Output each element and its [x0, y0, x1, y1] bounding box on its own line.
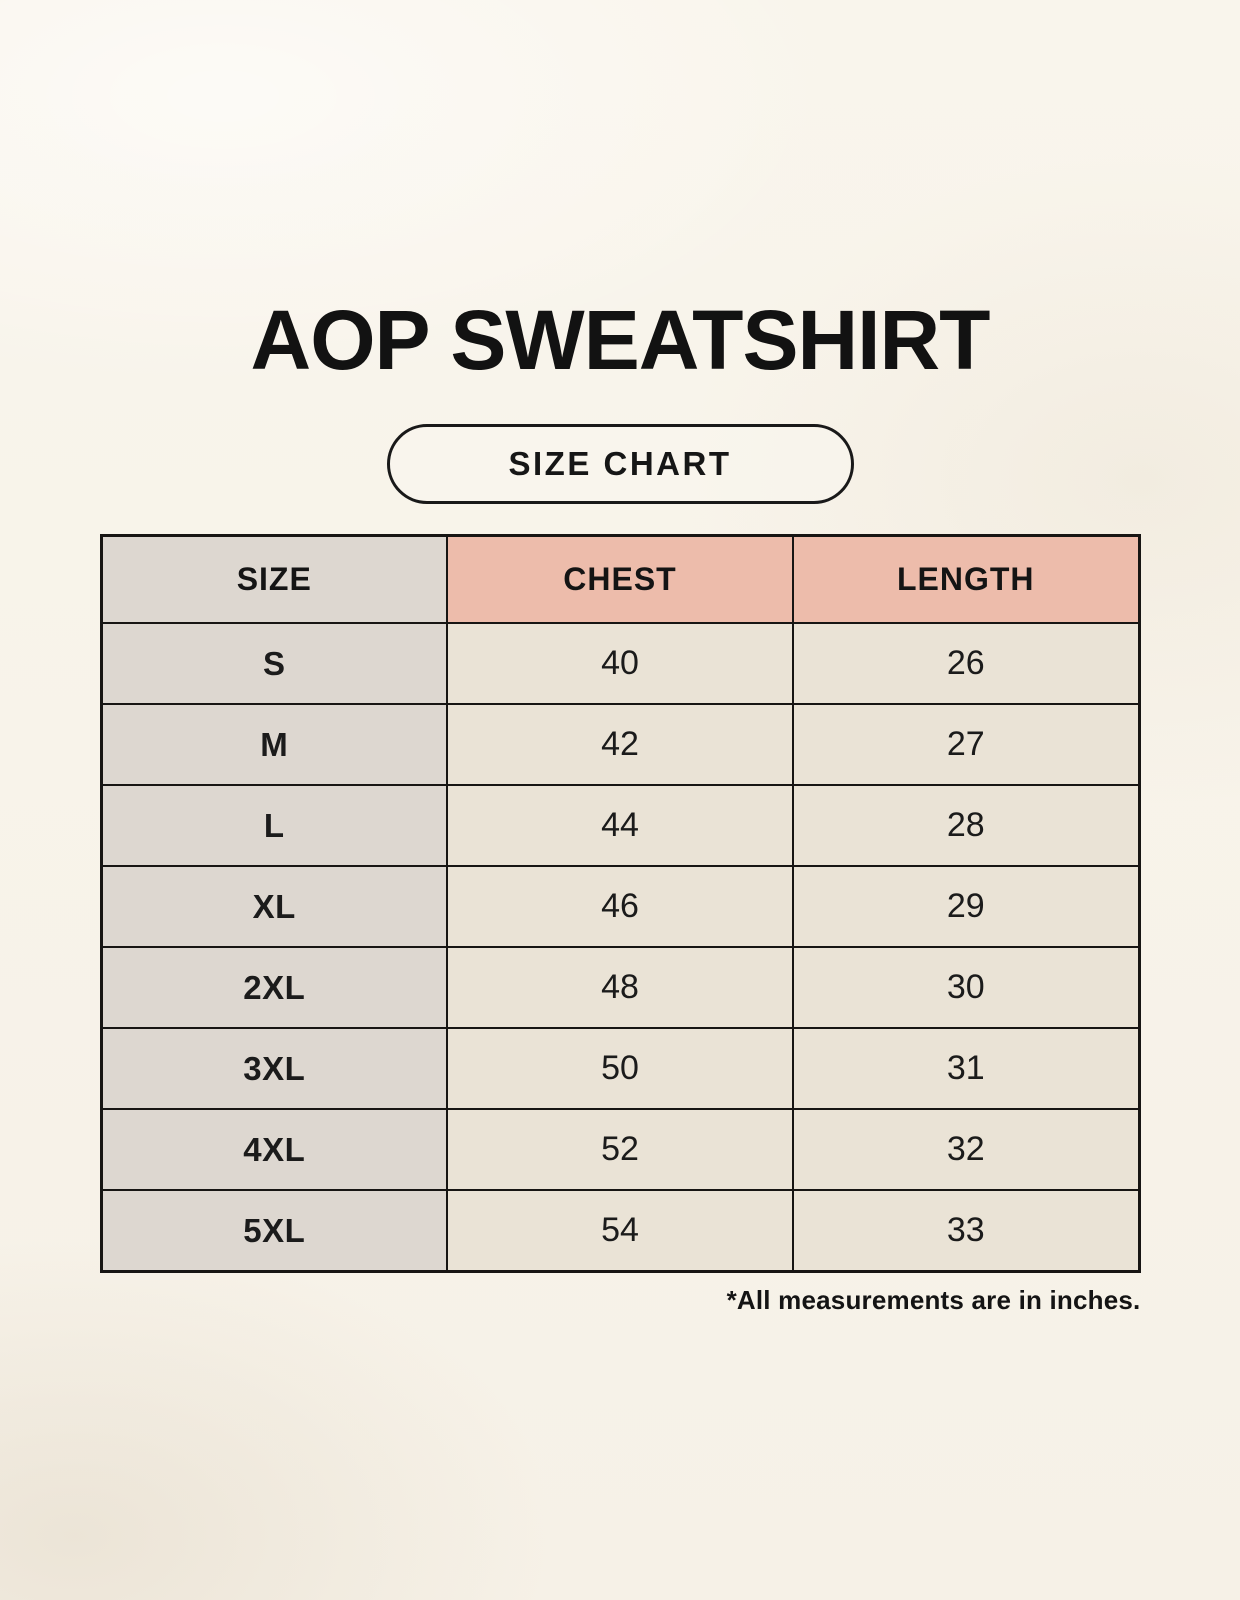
table-row: 2XL 48 30 — [100, 946, 1140, 1029]
page-title: AOP SWEATSHIRT — [250, 293, 991, 387]
column-header-chest: CHEST — [446, 534, 794, 624]
table-row: 5XL 54 33 — [100, 1189, 1140, 1273]
table-row: M 42 27 — [100, 703, 1140, 786]
size-cell: XL — [100, 865, 448, 948]
size-cell: 3XL — [100, 1027, 448, 1110]
size-chart-badge[interactable]: SIZE CHART — [386, 424, 854, 504]
length-cell: 26 — [792, 622, 1140, 705]
size-cell: M — [100, 703, 448, 786]
size-cell: 5XL — [100, 1189, 448, 1273]
length-cell: 28 — [792, 784, 1140, 867]
table-row: 4XL 52 32 — [100, 1108, 1140, 1191]
column-header-size: SIZE — [100, 534, 448, 624]
chest-cell: 52 — [446, 1108, 794, 1191]
size-table-header: SIZE CHEST LENGTH — [100, 534, 1140, 624]
measurements-note: *All measurements are in inches. — [726, 1285, 1141, 1315]
size-table-container: SIZE CHEST LENGTH S 40 26 M 42 27 L — [99, 534, 1141, 1273]
chest-cell: 54 — [446, 1189, 794, 1273]
chest-cell: 48 — [446, 946, 794, 1029]
chest-cell: 46 — [446, 865, 794, 948]
chest-cell: 40 — [446, 622, 794, 705]
length-cell: 30 — [792, 946, 1140, 1029]
length-cell: 27 — [792, 703, 1140, 786]
column-header-length: LENGTH — [792, 534, 1140, 624]
size-chart-badge-label: SIZE CHART — [508, 445, 732, 482]
table-row: L 44 28 — [100, 784, 1140, 867]
size-cell: 4XL — [100, 1108, 448, 1191]
size-cell: L — [100, 784, 448, 867]
header-row: SIZE CHEST LENGTH — [100, 534, 1140, 624]
chest-cell: 50 — [446, 1027, 794, 1110]
length-cell: 29 — [792, 865, 1140, 948]
size-cell: S — [100, 622, 448, 705]
size-table: SIZE CHEST LENGTH S 40 26 M 42 27 L — [99, 534, 1141, 1273]
table-row: S 40 26 — [100, 622, 1140, 705]
table-row: XL 46 29 — [100, 865, 1140, 948]
size-table-body: S 40 26 M 42 27 L 44 28 XL 46 29 — [100, 622, 1140, 1273]
chest-cell: 42 — [446, 703, 794, 786]
size-cell: 2XL — [100, 946, 448, 1029]
length-cell: 32 — [792, 1108, 1140, 1191]
length-cell: 31 — [792, 1027, 1140, 1110]
length-cell: 33 — [792, 1189, 1140, 1273]
chest-cell: 44 — [446, 784, 794, 867]
table-row: 3XL 50 31 — [100, 1027, 1140, 1110]
